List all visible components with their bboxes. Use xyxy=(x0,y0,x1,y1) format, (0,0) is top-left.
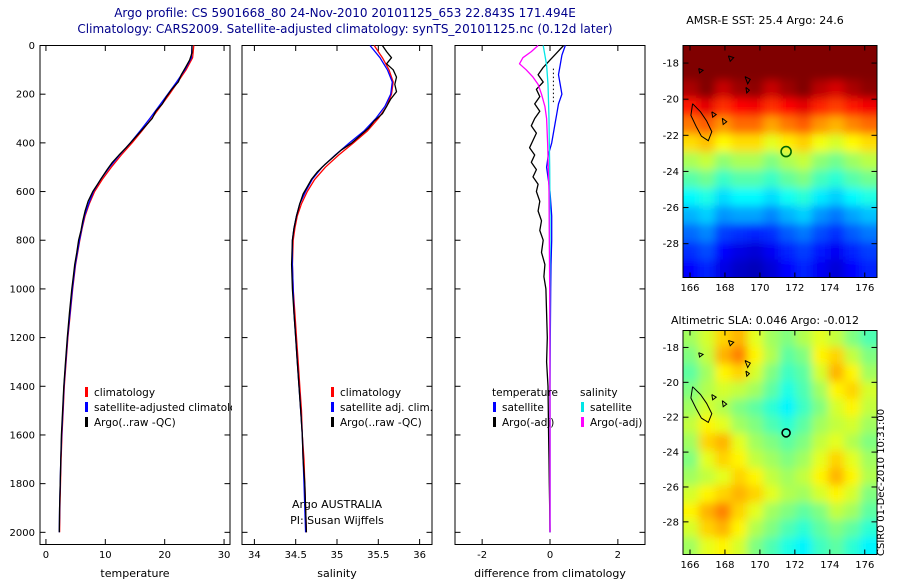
satellite-line-swatch xyxy=(85,402,88,412)
svg-text:-26: -26 xyxy=(663,482,679,493)
temp-satellite-line-swatch xyxy=(493,402,496,412)
legend-label: climatology xyxy=(94,387,156,399)
svg-text:-20: -20 xyxy=(663,378,679,389)
sla-map-title: Altimetric SLA: 0.046 Argo: -0.012 xyxy=(671,314,859,327)
svg-text:-20: -20 xyxy=(663,95,679,106)
legend-label: Argo(..raw -QC) xyxy=(340,417,422,429)
svg-text:0: 0 xyxy=(29,41,35,52)
sla-map: 166 168 170 172 174 176 -18 -20 -22 -24 -26 -28 xyxy=(663,330,878,571)
legend-item: climatology xyxy=(330,386,440,401)
satellite-line-swatch xyxy=(331,402,334,412)
csiro-timestamp-watermark: CSIRO 01-Dec-2010 10:31:00 xyxy=(876,408,887,556)
svg-text:-22: -22 xyxy=(663,413,679,424)
svg-text:176: 176 xyxy=(855,560,874,571)
svg-text:20: 20 xyxy=(158,550,171,561)
legend-item: satellite adj. clim. xyxy=(330,401,440,416)
figure-title-line2: Climatology: CARS2009. Satellite-adjuste… xyxy=(77,22,613,36)
svg-text:34: 34 xyxy=(248,550,261,561)
difference-temperature-legend: temperature satellite Argo(-adj) xyxy=(492,386,580,431)
legend-item: Argo(-adj) xyxy=(580,416,650,431)
svg-text:-18: -18 xyxy=(663,343,679,354)
svg-text:-24: -24 xyxy=(663,448,679,459)
svg-text:1200: 1200 xyxy=(10,333,35,344)
svg-text:168: 168 xyxy=(715,560,734,571)
argo-line-swatch xyxy=(85,417,88,427)
svg-text:-24: -24 xyxy=(663,167,679,178)
svg-text:-22: -22 xyxy=(663,131,679,142)
legend-label: climatology xyxy=(340,387,402,399)
legend-item: satellite-adjusted climatology xyxy=(84,401,232,416)
legend-item: Argo(..raw -QC) xyxy=(330,416,440,431)
svg-text:-26: -26 xyxy=(663,203,679,214)
svg-text:36: 36 xyxy=(413,550,426,561)
climatology-line-swatch xyxy=(85,387,88,397)
argo-australia-text: Argo AUSTRALIA xyxy=(292,498,382,511)
svg-text:800: 800 xyxy=(16,236,35,247)
legend-group-header: salinity xyxy=(580,387,618,399)
svg-text:200: 200 xyxy=(16,90,35,101)
sst-map-title: AMSR-E SST: 25.4 Argo: 24.6 xyxy=(686,14,844,27)
svg-text:168: 168 xyxy=(715,283,734,294)
sal-argo-line-swatch xyxy=(581,417,584,427)
svg-text:1600: 1600 xyxy=(10,430,35,441)
legend-item: Argo(..raw -QC) xyxy=(84,416,232,431)
svg-text:176: 176 xyxy=(855,283,874,294)
figure-title-line1: Argo profile: CS 5901668_80 24-Nov-2010 … xyxy=(114,6,576,20)
sst-map: 166 168 170 172 174 176 -18 -20 -22 -24 -26 -28 xyxy=(663,45,878,294)
svg-text:174: 174 xyxy=(820,560,839,571)
legend-label: satellite xyxy=(502,402,544,414)
svg-text:600: 600 xyxy=(16,187,35,198)
svg-text:170: 170 xyxy=(750,560,769,571)
temperature-legend: climatology satellite-adjusted climatolo… xyxy=(84,386,232,431)
svg-text:30: 30 xyxy=(218,550,231,561)
legend-label: Argo(..raw -QC) xyxy=(94,417,176,429)
legend-label: satellite adj. clim. xyxy=(340,402,434,414)
legend-item: Argo(-adj) xyxy=(492,416,580,431)
svg-text:-18: -18 xyxy=(663,59,679,70)
svg-text:1800: 1800 xyxy=(10,479,35,490)
salinity-profile-panel: 34 34.5 35 35.5 36 xyxy=(241,45,433,561)
salinity-axis-label: salinity xyxy=(317,567,357,580)
svg-text:170: 170 xyxy=(750,283,769,294)
sal-satellite-line-swatch xyxy=(581,402,584,412)
svg-text:0: 0 xyxy=(547,550,553,561)
svg-text:-2: -2 xyxy=(477,550,487,561)
legend-item: satellite xyxy=(492,401,580,416)
difference-axis-label: difference from climatology xyxy=(474,567,626,580)
temperature-axis-label: temperature xyxy=(100,567,170,580)
legend-label: satellite xyxy=(590,402,632,414)
svg-text:166: 166 xyxy=(680,560,699,571)
svg-text:-28: -28 xyxy=(663,517,679,528)
legend-item: satellite xyxy=(580,401,650,416)
svg-text:35: 35 xyxy=(331,550,344,561)
legend-label: Argo(-adj) xyxy=(590,417,643,429)
legend-group-header: temperature xyxy=(492,387,558,399)
svg-text:34.5: 34.5 xyxy=(285,550,307,561)
svg-text:2000: 2000 xyxy=(10,528,35,539)
svg-text:174: 174 xyxy=(820,283,839,294)
temperature-profile-panel: 0 10 20 30 0 200 400 600 800 1000 1200 1400 1600 1800… xyxy=(10,41,231,561)
svg-text:35.5: 35.5 xyxy=(367,550,389,561)
legend-item: climatology xyxy=(84,386,232,401)
legend-label: satellite-adjusted climatology xyxy=(94,402,232,414)
svg-text:10: 10 xyxy=(99,550,112,561)
svg-text:0: 0 xyxy=(43,550,49,561)
argo-line-swatch xyxy=(331,417,334,427)
svg-text:-28: -28 xyxy=(663,239,679,250)
temp-argo-line-swatch xyxy=(493,417,496,427)
svg-text:2: 2 xyxy=(615,550,621,561)
difference-salinity-legend: salinity satellite Argo(-adj) xyxy=(580,386,650,431)
svg-text:400: 400 xyxy=(16,138,35,149)
svg-text:166: 166 xyxy=(680,283,699,294)
svg-text:172: 172 xyxy=(785,560,804,571)
pi-name-text: PI: Susan Wijffels xyxy=(290,514,384,527)
salinity-legend: climatology satellite adj. clim. Argo(..… xyxy=(330,386,440,431)
svg-text:172: 172 xyxy=(785,283,804,294)
climatology-line-swatch xyxy=(331,387,334,397)
legend-label: Argo(-adj) xyxy=(502,417,555,429)
svg-text:1400: 1400 xyxy=(10,382,35,393)
difference-profile-panel: -2 0 2 xyxy=(454,45,646,561)
svg-text:1000: 1000 xyxy=(10,284,35,295)
